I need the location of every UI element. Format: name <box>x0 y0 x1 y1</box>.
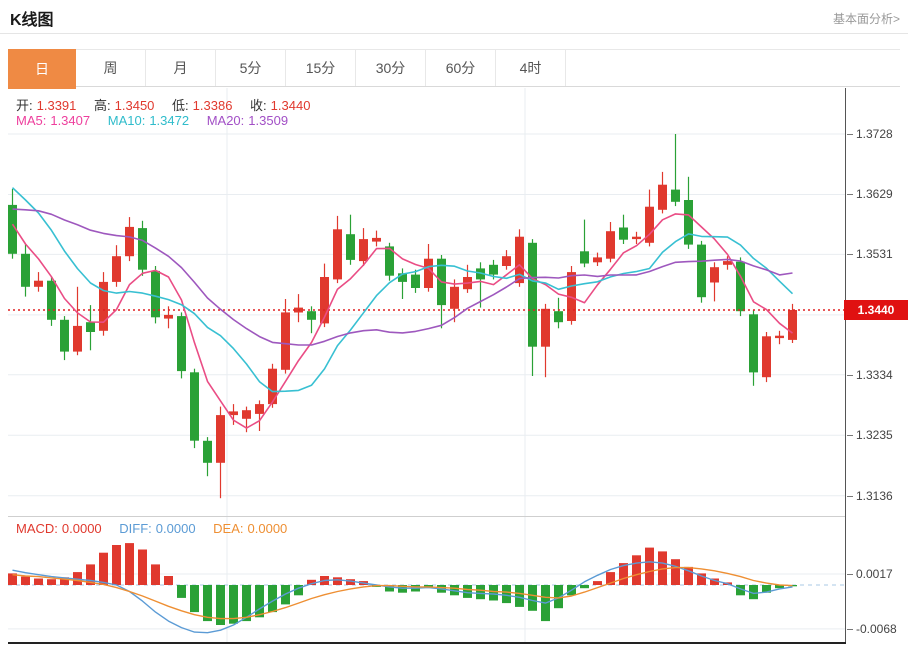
macd-histogram <box>8 543 797 625</box>
y-axis-label: 1.3728 <box>847 126 893 142</box>
axis-tick <box>847 193 853 195</box>
axis-tick <box>847 374 853 376</box>
quote-row: 开: 1.3391 高: 1.3450 低: 1.3386 收: 1.3440 <box>16 95 314 114</box>
axis-tick <box>847 253 853 255</box>
axis-tick <box>847 573 853 575</box>
tab-60分[interactable]: 60分 <box>426 50 496 86</box>
high-value: 1.3450 <box>114 98 155 113</box>
ma-values-row: MA5: 1.3407 MA10: 1.3472 MA20: 1.3509 <box>16 113 292 128</box>
macd-separator <box>8 516 846 517</box>
ma20-label: MA20: <box>206 113 245 128</box>
fundamental-analysis-link[interactable]: 基本面分析> <box>832 11 900 26</box>
low-label: 低: <box>172 98 189 113</box>
y-axis-label: 1.3531 <box>847 246 893 262</box>
title-divider <box>0 33 908 34</box>
y-axis-label: 1.3136 <box>847 488 893 504</box>
y-axis-label: 1.3235 <box>847 427 893 443</box>
current-price-badge: 1.3440 <box>844 300 908 320</box>
ma10-line <box>11 187 794 393</box>
ma20-line <box>12 208 793 346</box>
tab-月[interactable]: 月 <box>146 50 216 86</box>
dea-label: DEA: <box>213 521 244 536</box>
price-axis-line <box>845 88 846 644</box>
macd-axis-label: -0.0068 <box>847 621 897 637</box>
open-value: 1.3391 <box>36 98 77 113</box>
ma20-value: 1.3509 <box>248 113 289 128</box>
tab-5分[interactable]: 5分 <box>216 50 286 86</box>
chart-bottom-border <box>8 642 846 644</box>
open-label: 开: <box>16 98 33 113</box>
axis-tick <box>847 434 853 436</box>
low-value: 1.3386 <box>192 98 233 113</box>
ma10-value: 1.3472 <box>149 113 190 128</box>
ma5-line <box>11 213 793 429</box>
close-label: 收: <box>250 98 267 113</box>
tab-15分[interactable]: 15分 <box>286 50 356 86</box>
tab-日[interactable]: 日 <box>8 49 76 89</box>
macd-value: 0.0000 <box>61 521 102 536</box>
macd-label: MACD: <box>16 521 58 536</box>
high-label: 高: <box>94 98 111 113</box>
dea-value: 0.0000 <box>247 521 288 536</box>
close-value: 1.3440 <box>270 98 311 113</box>
main-candlestick-chart[interactable] <box>8 88 845 516</box>
tab-4时[interactable]: 4时 <box>496 50 566 86</box>
diff-line <box>12 561 793 634</box>
diff-value: 0.0000 <box>155 521 196 536</box>
y-axis-label: 1.3629 <box>847 186 893 202</box>
axis-tick <box>847 495 853 497</box>
period-tab-bar: 日周月 5分 15分 30分 60分 4时 <box>8 49 900 89</box>
tab-周[interactable]: 周 <box>76 50 146 86</box>
y-axis-label: 1.3334 <box>847 367 893 383</box>
macd-axis-label: 0.0017 <box>847 566 893 582</box>
diff-label: DIFF: <box>119 521 152 536</box>
candles <box>8 134 797 499</box>
page-header: K线图 基本面分析> <box>10 6 900 30</box>
axis-tick <box>847 628 853 630</box>
chart-area: 开: 1.3391 高: 1.3450 低: 1.3386 收: 1.3440 MA5:… <box>8 88 908 645</box>
macd-values-row: MACD: 0.0000 DIFF: 0.0000 DEA: 0.0000 <box>16 521 291 536</box>
tab-30分[interactable]: 30分 <box>356 50 426 86</box>
ma5-value: 1.3407 <box>50 113 91 128</box>
page-title: K线图 <box>10 12 54 29</box>
macd-chart[interactable] <box>8 517 845 643</box>
ma5-label: MA5: <box>16 113 47 128</box>
axis-tick <box>847 133 853 135</box>
ma10-label: MA10: <box>107 113 146 128</box>
dea-line <box>12 566 793 620</box>
